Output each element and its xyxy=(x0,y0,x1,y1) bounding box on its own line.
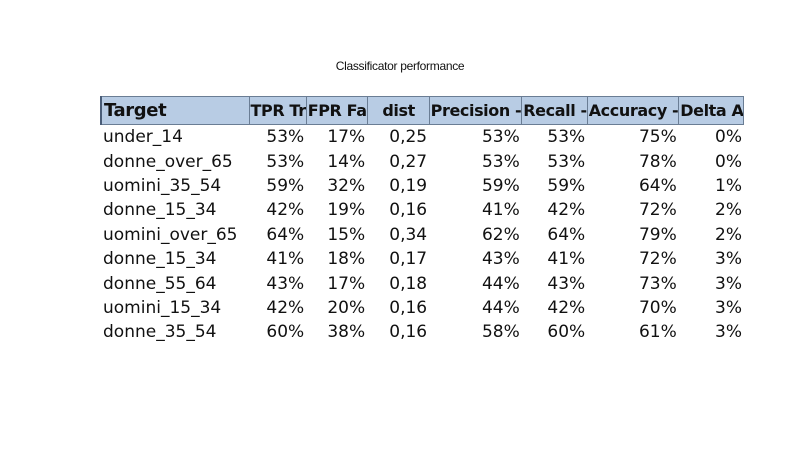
cell-tpr: 43% xyxy=(266,273,305,294)
table-row: uomini_35_54 59% 32% 0,19 59% 59% 64% 1% xyxy=(101,174,744,198)
cell-target: uomini_15_34 xyxy=(103,297,222,318)
cell-delta-accuracy: 1% xyxy=(715,175,742,196)
cell-precision: 44% xyxy=(481,273,520,294)
cell-recall: 42% xyxy=(547,200,586,221)
cell-precision: 44% xyxy=(481,297,520,318)
cell-precision: 53% xyxy=(481,151,520,172)
cell-dist: 0,25 xyxy=(389,127,428,148)
cell-recall: 42% xyxy=(547,297,586,318)
cell-tpr: 42% xyxy=(266,297,305,318)
table-row: donne_over_65 53% 14% 0,27 53% 53% 78% 0… xyxy=(101,149,744,173)
cell-dist: 0,17 xyxy=(389,249,428,270)
cell-accuracy: 72% xyxy=(638,249,677,270)
cell-precision: 58% xyxy=(481,322,520,343)
cell-target: uomini_35_54 xyxy=(103,175,222,196)
header-precision: Precision - xyxy=(428,96,523,125)
cell-delta-accuracy: 3% xyxy=(715,273,742,294)
cell-target: uomini_over_65 xyxy=(103,224,238,245)
header-tpr: TPR Tr xyxy=(248,96,307,125)
cell-tpr: 42% xyxy=(266,200,305,221)
cell-tpr: 64% xyxy=(266,224,305,245)
cell-precision: 43% xyxy=(481,249,520,270)
cell-target: donne_15_34 xyxy=(103,200,217,221)
cell-fpr: 17% xyxy=(327,127,366,148)
header-dist: dist xyxy=(366,96,430,125)
cell-precision: 59% xyxy=(481,175,520,196)
cell-dist: 0,34 xyxy=(389,224,428,245)
cell-dist: 0,16 xyxy=(389,200,428,221)
cell-accuracy: 61% xyxy=(638,322,677,343)
cell-fpr: 32% xyxy=(327,175,366,196)
cell-fpr: 14% xyxy=(327,151,366,172)
table-row: uomini_15_34 42% 20% 0,16 44% 42% 70% 3% xyxy=(101,296,744,320)
cell-accuracy: 72% xyxy=(638,200,677,221)
cell-target: donne_35_54 xyxy=(103,322,217,343)
cell-dist: 0,18 xyxy=(389,273,428,294)
cell-fpr: 18% xyxy=(327,249,366,270)
cell-tpr: 60% xyxy=(266,322,305,343)
cell-accuracy: 78% xyxy=(638,151,677,172)
cell-delta-accuracy: 3% xyxy=(715,297,742,318)
header-fpr: FPR Fa xyxy=(305,96,368,125)
cell-recall: 53% xyxy=(547,151,586,172)
cell-precision: 62% xyxy=(481,224,520,245)
cell-delta-accuracy: 2% xyxy=(715,200,742,221)
cell-recall: 64% xyxy=(547,224,586,245)
cell-fpr: 17% xyxy=(327,273,366,294)
cell-fpr: 15% xyxy=(327,224,366,245)
cell-delta-accuracy: 0% xyxy=(715,127,742,148)
cell-recall: 43% xyxy=(547,273,586,294)
cell-dist: 0,16 xyxy=(389,322,428,343)
cell-recall: 41% xyxy=(547,249,586,270)
cell-accuracy: 75% xyxy=(638,127,677,148)
cell-accuracy: 79% xyxy=(638,224,677,245)
cell-delta-accuracy: 3% xyxy=(715,249,742,270)
table-row: under_14 53% 17% 0,25 53% 53% 75% 0% xyxy=(101,125,744,150)
cell-delta-accuracy: 0% xyxy=(715,151,742,172)
cell-recall: 59% xyxy=(547,175,586,196)
cell-dist: 0,27 xyxy=(389,151,428,172)
cell-accuracy: 70% xyxy=(638,297,677,318)
table-header-row: Target TPR Tr FPR Fa dist Precision - Re… xyxy=(100,96,745,125)
table-row: uomini_over_65 64% 15% 0,34 62% 64% 79% … xyxy=(101,223,744,247)
cell-dist: 0,19 xyxy=(389,175,428,196)
table-row: donne_35_54 60% 38% 0,16 58% 60% 61% 3% xyxy=(101,320,744,344)
cell-accuracy: 73% xyxy=(638,273,677,294)
cell-recall: 60% xyxy=(547,322,586,343)
header-recall: Recall - xyxy=(521,96,588,125)
cell-accuracy: 64% xyxy=(638,175,677,196)
header-delta-accuracy: Delta A xyxy=(678,96,745,125)
cell-precision: 53% xyxy=(481,127,520,148)
cell-target: donne_over_65 xyxy=(103,151,233,172)
table-row: donne_15_34 42% 19% 0,16 41% 42% 72% 2% xyxy=(101,198,744,222)
cell-target: donne_55_64 xyxy=(103,273,217,294)
cell-fpr: 38% xyxy=(327,322,366,343)
cell-tpr: 59% xyxy=(266,175,305,196)
cell-fpr: 20% xyxy=(327,297,366,318)
cell-fpr: 19% xyxy=(327,200,366,221)
performance-table: Target TPR Tr FPR Fa dist Precision - Re… xyxy=(100,96,745,345)
table-row: donne_55_64 43% 17% 0,18 44% 43% 73% 3% xyxy=(101,271,744,295)
cell-delta-accuracy: 2% xyxy=(715,224,742,245)
header-accuracy: Accuracy - xyxy=(586,96,680,125)
cell-tpr: 53% xyxy=(266,127,305,148)
table-row: donne_15_34 41% 18% 0,17 43% 41% 72% 3% xyxy=(101,247,744,271)
cell-tpr: 53% xyxy=(266,151,305,172)
page-title: Classificator performance xyxy=(335,59,465,73)
cell-recall: 53% xyxy=(547,127,586,148)
cell-target: donne_15_34 xyxy=(103,249,217,270)
cell-delta-accuracy: 3% xyxy=(715,322,742,343)
cell-dist: 0,16 xyxy=(389,297,428,318)
cell-target: under_14 xyxy=(103,127,183,148)
header-target: Target xyxy=(100,96,250,125)
cell-precision: 41% xyxy=(481,200,520,221)
cell-tpr: 41% xyxy=(266,249,305,270)
